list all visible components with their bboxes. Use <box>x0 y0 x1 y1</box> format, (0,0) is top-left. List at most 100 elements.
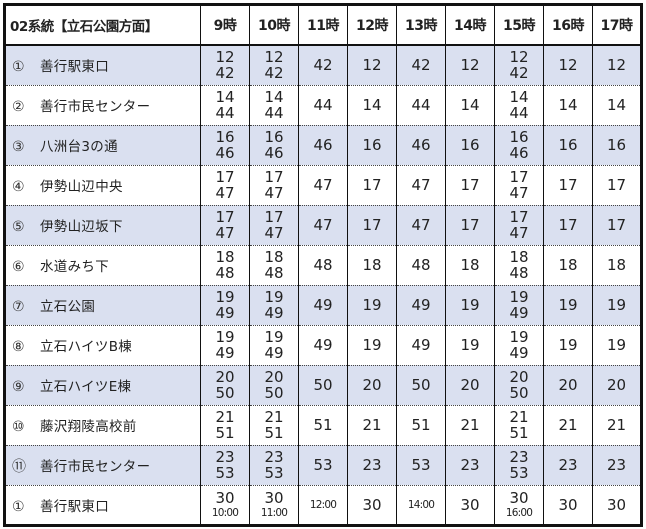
departure-minute: 30 <box>264 488 284 507</box>
departure-minute: 51 <box>411 416 431 434</box>
stop-number: ① <box>12 59 25 76</box>
departure-minute: 12 <box>264 48 284 67</box>
departure-minute: 49 <box>264 304 284 322</box>
departure-minute: 53 <box>264 464 284 482</box>
departure-minute: 46 <box>215 144 235 162</box>
departure-time-cell: 16 <box>347 125 397 166</box>
departure-minute: 12 <box>460 56 480 75</box>
departure-time-cell: 44 <box>396 85 446 126</box>
departure-time-cell: 12 42 <box>200 45 250 86</box>
departure-minute: 46 <box>509 144 529 162</box>
departure-time-cell: 20 50 <box>249 365 299 406</box>
departure-minute: 12 <box>362 56 382 75</box>
departure-time-cell: 46 <box>298 125 348 166</box>
stop-name: 立石公園 <box>40 299 96 315</box>
departure-minute: 44 <box>313 96 333 114</box>
departure-minute: 14 <box>509 88 529 106</box>
departure-minute: 17 <box>558 216 578 234</box>
departure-time-cell: 17 <box>445 205 495 246</box>
departure-time-cell: 20 <box>543 365 593 406</box>
departure-time-cell: 21 <box>592 405 642 446</box>
departure-minute: 16 <box>558 136 578 154</box>
departure-minute: 46 <box>411 136 431 154</box>
departure-time-cell: 21 51 <box>494 405 544 446</box>
stop-name: 善行駅東口 <box>40 498 109 515</box>
departure-time-cell: 30 11:00 <box>249 485 299 525</box>
departure-time-cell: 18 <box>445 245 495 286</box>
departure-time-cell: 14 <box>592 85 642 126</box>
departure-minute: 47 <box>215 224 235 242</box>
departure-minute: 50 <box>264 384 284 402</box>
departure-minute: 17 <box>362 216 382 234</box>
departure-minute: 12 <box>509 48 529 67</box>
departure-time-cell: 17 <box>445 165 495 206</box>
departure-minute: 44 <box>215 104 235 122</box>
departure-time-cell: 20 50 <box>200 365 250 406</box>
stop-cell: ⑪ 善行市民センター <box>4 445 201 486</box>
stop-cell: ② 善行市民センター <box>4 85 201 126</box>
departure-minute: 20 <box>215 368 235 386</box>
arrival-time: 16:00 <box>505 506 533 519</box>
departure-minute: 51 <box>264 424 284 442</box>
departure-minute: 14 <box>264 88 284 106</box>
stop-name: 水道みち下 <box>40 259 109 275</box>
departure-time-cell: 21 51 <box>249 405 299 446</box>
departure-time-cell: 30 <box>347 485 397 525</box>
departure-time-cell: 51 <box>396 405 446 446</box>
stop-cell: ⑦ 立石公園 <box>4 285 201 326</box>
departure-minute: 44 <box>264 104 284 122</box>
departure-time-cell: 14 <box>445 85 495 126</box>
stop-number: ③ <box>12 139 25 155</box>
departure-minute: 21 <box>460 416 480 434</box>
departure-minute: 44 <box>509 104 529 122</box>
departure-minute: 53 <box>411 456 431 474</box>
departure-minute: 21 <box>558 416 578 434</box>
departure-minute: 49 <box>215 304 235 322</box>
departure-minute: 23 <box>509 448 529 466</box>
departure-time-cell: 49 <box>298 325 348 366</box>
departure-minute: 17 <box>558 176 578 194</box>
departure-time-cell: 12 <box>347 45 397 86</box>
timetable: 02系統【立石公園方面】 9時 10時 11時 12時 13時 14時 15時 … <box>3 3 643 527</box>
departure-time-cell: 17 47 <box>200 165 250 206</box>
departure-minute: 47 <box>313 216 333 234</box>
departure-time-cell: 19 49 <box>200 325 250 366</box>
departure-time-cell: 49 <box>396 285 446 326</box>
departure-time-cell: 20 <box>445 365 495 406</box>
departure-minute: 42 <box>411 56 431 75</box>
departure-time-cell: 16 46 <box>249 125 299 166</box>
departure-minute: 17 <box>606 216 627 234</box>
departure-minute: 12 <box>558 56 578 75</box>
arrival-time: 14:00 <box>407 498 435 511</box>
stop-name: 伊勢山辺坂下 <box>40 219 123 235</box>
departure-minute: 23 <box>606 456 627 474</box>
stop-number: ⑤ <box>12 219 25 235</box>
stop-name: 立石ハイツB棟 <box>40 339 133 355</box>
departure-time-cell: 30 <box>445 485 495 525</box>
departure-minute: 30 <box>362 495 382 514</box>
departure-minute: 17 <box>509 168 529 186</box>
departure-time-cell: 12 <box>543 45 593 86</box>
departure-minute: 20 <box>264 368 284 386</box>
departure-minute: 20 <box>362 376 382 394</box>
departure-minute: 20 <box>606 376 627 394</box>
departure-minute: 47 <box>264 224 284 242</box>
departure-time-cell: 42 <box>396 45 446 86</box>
table-row: ④ 伊勢山辺中央 17 47 17 47 47 17 47 17 17 47 17 17 <box>4 165 642 206</box>
departure-time-cell: 47 <box>298 205 348 246</box>
departure-time-cell: 21 <box>543 405 593 446</box>
hour-header: 16時 <box>543 4 593 46</box>
departure-time-cell: 49 <box>298 285 348 326</box>
departure-minute: 19 <box>460 336 480 354</box>
departure-minute: 30 <box>460 495 480 514</box>
departure-time-cell: 30 <box>543 485 593 525</box>
departure-minute: 14 <box>215 88 235 106</box>
departure-minute: 19 <box>606 296 627 314</box>
departure-minute: 16 <box>362 136 382 154</box>
departure-time-cell: 17 <box>347 165 397 206</box>
departure-time-cell: 19 <box>347 285 397 326</box>
departure-time-cell: 50 <box>298 365 348 406</box>
departure-minute: 16 <box>215 128 235 146</box>
departure-minute: 18 <box>509 248 529 266</box>
route-title: 02系統【立石公園方面】 <box>4 4 201 46</box>
